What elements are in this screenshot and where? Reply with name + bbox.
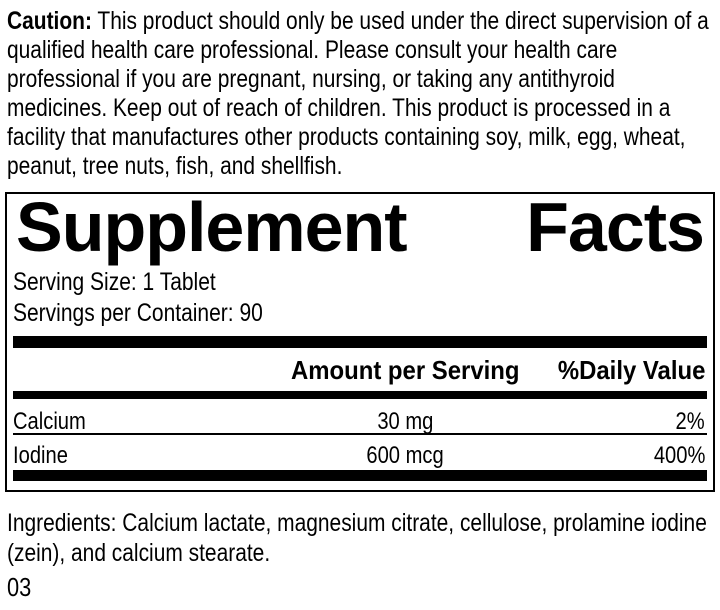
- caution-text: This product should only be used under t…: [7, 7, 709, 180]
- daily-value-header: %Daily Value: [557, 355, 706, 385]
- header-amount-cell: Amount per Serving: [265, 357, 545, 383]
- divider-medium-under-header: [13, 391, 707, 399]
- ingredients-paragraph: Ingredients: Calcium lactate, magnesium …: [7, 509, 707, 567]
- table-row-iodine: Iodine 600 mcg 400%: [13, 444, 705, 468]
- servings-per-container-text: Servings per Container: 90: [13, 299, 263, 327]
- divider-thick-bottom: [13, 470, 707, 481]
- table-row-calcium: Calcium 30 mg 2%: [13, 410, 705, 434]
- nutrient-amount: 600 mcg: [366, 442, 444, 469]
- divider-thick-top: [13, 336, 707, 348]
- nutrient-daily-value: 2%: [675, 408, 705, 435]
- title-word-supplement: Supplement: [16, 188, 408, 266]
- header-daily-value-cell: %Daily Value: [545, 355, 706, 385]
- nutrient-name-cell: Iodine: [13, 444, 265, 468]
- nutrient-name: Calcium: [13, 408, 86, 435]
- servings-per-container-line: Servings per Container: 90: [13, 298, 310, 329]
- amount-per-serving-header: Amount per Serving: [290, 355, 520, 385]
- caution-paragraph: Caution: This product should only be use…: [7, 7, 713, 181]
- nutrient-daily-value: 400%: [653, 442, 705, 469]
- divider-thin-between-rows: [13, 433, 707, 435]
- serving-info: Serving Size: 1 Tablet Servings per Cont…: [13, 267, 310, 329]
- nutrient-amount-cell: 30 mg: [265, 410, 545, 434]
- nutrient-name: Iodine: [13, 442, 68, 469]
- nutrient-daily-value-cell: 400%: [545, 444, 705, 468]
- supplement-facts-panel: Supplement Facts Serving Size: 1 Tablet …: [5, 188, 715, 492]
- table-header-row: Amount per Serving %Daily Value: [13, 355, 706, 385]
- nutrient-daily-value-cell: 2%: [545, 410, 705, 434]
- lot-code: 03: [7, 574, 36, 600]
- serving-size-text: Serving Size: 1 Tablet: [13, 268, 216, 296]
- serving-size-line: Serving Size: 1 Tablet: [13, 267, 310, 298]
- nutrient-amount: 30 mg: [376, 408, 434, 435]
- nutrient-amount-cell: 600 mcg: [265, 444, 545, 468]
- lot-code-text: 03: [7, 572, 32, 602]
- panel-title: Supplement Facts: [16, 188, 705, 266]
- caution-label: Caution:: [7, 7, 92, 35]
- title-word-facts: Facts: [526, 188, 705, 266]
- nutrient-name-cell: Calcium: [13, 410, 265, 434]
